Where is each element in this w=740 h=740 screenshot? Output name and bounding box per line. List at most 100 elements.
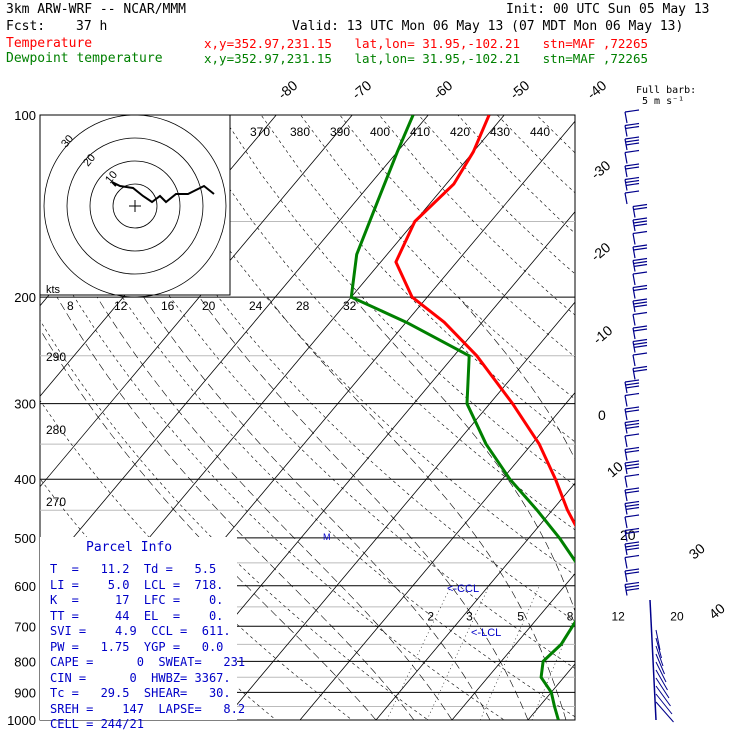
wind-barb-flag	[624, 500, 640, 505]
wind-barb-flag	[624, 419, 640, 424]
ccl-marker: <-CCL	[447, 583, 479, 595]
wind-barb-flag	[632, 352, 648, 356]
moist-adiabat	[352, 296, 575, 613]
wind-barb-flag	[633, 328, 648, 332]
isotherm-label: -30	[588, 157, 614, 182]
parcel-info-row: CIN = 0 HWBZ= 3367.	[50, 670, 231, 685]
wind-barb-flag	[624, 554, 640, 559]
isotherm-label: -20	[588, 239, 614, 264]
parcel-info-row: SREH = 147 LAPSE= 8.2	[50, 701, 246, 716]
isotherm-label: -60	[430, 77, 456, 102]
wind-barb-flag	[625, 179, 640, 184]
dry-adiabat	[182, 115, 575, 531]
isotherm-label: -50	[507, 77, 533, 102]
wind-barb-flag	[633, 223, 648, 227]
wind-barb-flag	[625, 142, 640, 146]
wind-barb-flag	[632, 298, 648, 302]
parcel-info-row: LI = 5.0 LCL = 718.	[50, 577, 224, 592]
parcel-info-title: Parcel Info	[86, 540, 173, 555]
parcel-marker: M	[323, 532, 331, 542]
wind-barb-flag	[625, 385, 640, 389]
mixing-ratio-line	[426, 585, 490, 720]
wind-barb-flag	[624, 473, 640, 478]
wind-barb-flag	[625, 547, 640, 551]
isotherm-line	[669, 115, 740, 733]
moist-adiabat	[199, 296, 529, 720]
parcel-info-row: T = 11.2 Td = 5.5	[50, 562, 217, 576]
mixing-ratio-line	[640, 586, 690, 720]
pressure-tick-label: 700	[14, 619, 36, 634]
mixing-ratio-label: 2	[427, 609, 434, 623]
wind-barb-flag	[633, 260, 648, 265]
dry-adiabat	[378, 115, 575, 316]
pressure-tick-label: 100	[14, 108, 36, 123]
wind-barb-flag	[624, 460, 640, 464]
surface-wind-barb	[655, 669, 668, 691]
surface-wind-barb	[655, 677, 670, 699]
dry-adiabat	[457, 115, 575, 234]
dry-adiabat	[300, 115, 575, 400]
wind-barb-flag	[624, 568, 640, 572]
wind-barb-staff	[624, 435, 628, 448]
wind-barb-flag	[625, 587, 640, 592]
wind-barb-staff	[624, 111, 628, 124]
wind-barb-flag	[624, 149, 640, 154]
pressure-tick-label: 600	[14, 579, 36, 594]
hodograph-x-tick: 24	[249, 299, 263, 313]
isotherm-line	[593, 115, 740, 733]
theta-label-top: 430	[490, 125, 510, 139]
wind-barb-flag	[625, 544, 640, 548]
wind-barb-flag	[625, 530, 640, 535]
legend-dewpoint-label: Dewpoint temperature	[6, 51, 163, 66]
mixing-ratio-label: 12	[611, 609, 625, 623]
parcel-info-row: CAPE = 0 SWEAT= 231	[50, 655, 246, 669]
wind-barb-staff	[624, 570, 628, 583]
barb-legend-line2: 5 m s⁻¹	[642, 96, 685, 107]
dry-adiabat	[142, 115, 575, 576]
wind-barb-flag	[632, 230, 648, 235]
wind-barb-staff	[624, 516, 628, 529]
pressure-tick-label: 800	[14, 654, 36, 669]
parcel-panel-bg	[40, 537, 237, 720]
dry-adiabat	[418, 115, 575, 275]
isotherm-line	[40, 115, 429, 578]
hodograph-x-tick: 32	[343, 299, 357, 313]
wind-barb-staff	[632, 287, 636, 299]
pressure-tick-label: 1000	[7, 713, 36, 728]
wind-barb-staff	[632, 246, 636, 259]
isotherm-label: 40	[706, 600, 728, 622]
moist-adiabat	[96, 296, 453, 720]
wind-barb-flag	[633, 301, 648, 305]
hodograph-ring	[66, 137, 204, 275]
surface-wind-barb	[655, 637, 662, 659]
parcel-info-row: CELL = 244/21	[50, 717, 202, 731]
wind-barb-flag	[625, 490, 640, 494]
wind-barb-staff	[624, 408, 628, 421]
isotherm-label: -80	[275, 77, 301, 102]
theta-label-top: 370	[250, 125, 270, 139]
wind-barb-staff	[624, 395, 628, 407]
wind-barb-staff	[632, 233, 636, 245]
wind-barb-flag	[625, 422, 640, 427]
isotherm-label: 0	[598, 407, 606, 423]
isotherm-line	[299, 392, 575, 720]
wind-barb-flag	[625, 182, 640, 187]
theta-label-top: 380	[290, 125, 310, 139]
wind-barb-staff	[624, 192, 628, 205]
legend-dewpoint-info: x,y=352.97,231.15 lat,lon= 31.95,-102.21…	[204, 51, 649, 66]
wind-barb-flag	[632, 311, 648, 316]
isotherm-label: -40	[584, 77, 610, 102]
surface-wind-barb	[655, 685, 671, 707]
wind-barb-flag	[624, 109, 640, 113]
hodograph-x-tick: 8	[67, 299, 74, 313]
theta-label-left: 270	[46, 495, 66, 509]
dewpoint-profile	[349, 115, 575, 720]
isotherm-line	[451, 572, 575, 720]
moist-adiabat	[690, 297, 719, 720]
temperature-profile	[394, 115, 575, 528]
hodograph-ring	[43, 114, 227, 298]
theta-label-left: 290	[46, 350, 66, 364]
hodograph-unit: kts	[46, 284, 61, 296]
dry-adiabat	[40, 147, 575, 718]
